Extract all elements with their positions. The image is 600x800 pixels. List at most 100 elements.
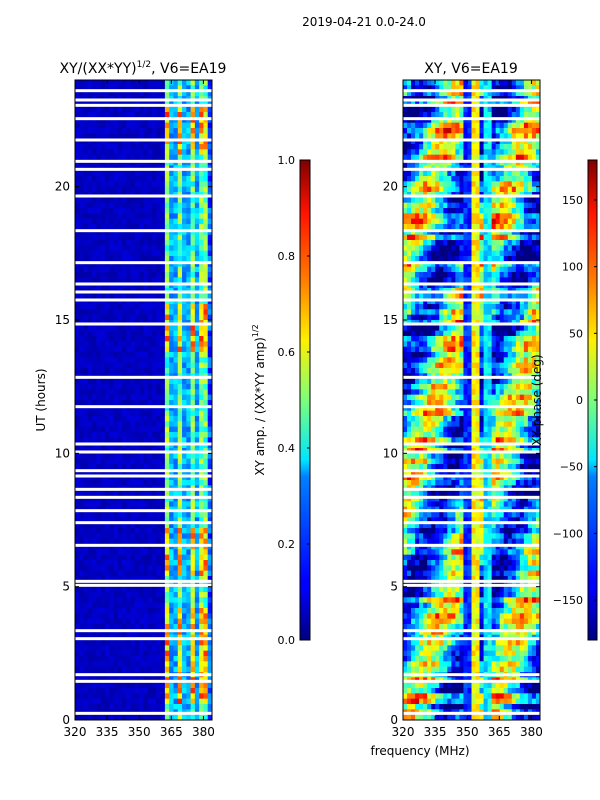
phase-heatmap-cell <box>527 197 533 204</box>
amplitude-heatmap-cell <box>147 362 153 369</box>
amplitude-heatmap-cell <box>203 576 209 582</box>
phase-heatmap-cell <box>459 90 465 97</box>
phase-heatmap-cell <box>487 85 493 92</box>
amplitude-heatmap-cell <box>96 293 102 300</box>
amplitude-heatmap-cell <box>186 293 192 300</box>
amplitude-heatmap-cell <box>130 544 136 550</box>
amplitude-heatmap-cell <box>207 213 212 220</box>
amplitude-heatmap-cell <box>147 250 153 257</box>
amplitude-heatmap-cell <box>203 426 209 433</box>
amplitude-heatmap-cell <box>164 80 170 86</box>
amplitude-heatmap-cell <box>134 613 140 620</box>
amplitude-heatmap-cell <box>182 400 187 406</box>
amplitude-heatmap-cell <box>143 128 149 134</box>
amplitude-heatmap-cell <box>186 645 192 652</box>
amplitude-heatmap-cell <box>156 298 162 305</box>
amplitude-heatmap-cell <box>109 490 115 497</box>
amplitude-heatmap-cell <box>122 538 127 545</box>
amplitude-heatmap-cell <box>126 426 132 433</box>
amplitude-heatmap-cell <box>186 170 192 177</box>
phase-heatmap-cell <box>447 245 452 252</box>
amplitude-heatmap-cell <box>182 613 187 620</box>
amplitude-heatmap-cell <box>109 218 115 225</box>
amplitude-heatmap-cell <box>126 410 132 417</box>
amplitude-heatmap-cell <box>182 421 187 428</box>
phase-heatmap-cell <box>459 128 465 134</box>
phase-heatmap-cell <box>483 117 489 124</box>
amplitude-heatmap-cell <box>199 160 205 166</box>
amplitude-heatmap-cell <box>134 128 140 134</box>
amplitude-heatmap-cell <box>164 336 170 342</box>
amplitude-heatmap-cell <box>100 586 106 593</box>
amplitude-heatmap-cell <box>117 106 123 113</box>
amplitude-heatmap-cell <box>199 368 205 374</box>
amplitude-heatmap-cell <box>96 533 102 540</box>
amplitude-heatmap-cell <box>87 277 93 284</box>
amplitude-heatmap-cell <box>96 144 102 150</box>
amplitude-heatmap-cell <box>109 693 115 700</box>
phase-heatmap-cell <box>483 186 489 193</box>
amplitude-heatmap-cell <box>100 464 106 470</box>
amplitude-heatmap-cell <box>87 394 93 401</box>
amplitude-heatmap-cell <box>156 400 162 406</box>
amplitude-heatmap-cell <box>182 224 187 230</box>
amplitude-heatmap-cell <box>169 480 175 486</box>
amplitude-heatmap-cell <box>152 576 157 582</box>
amplitude-heatmap-cell <box>117 282 123 289</box>
amplitude-heatmap-cell <box>96 714 102 720</box>
amplitude-heatmap-cell <box>182 128 187 134</box>
amplitude-heatmap-cell <box>117 234 123 241</box>
amplitude-heatmap-cell <box>83 149 89 156</box>
amplitude-heatmap-cell <box>122 554 127 561</box>
amplitude-heatmap-cell <box>199 106 205 113</box>
amplitude-heatmap-cell <box>147 293 153 300</box>
phase-heatmap-cell <box>467 229 473 236</box>
phase-heatmap-cell <box>439 186 444 193</box>
amplitude-heatmap-cell <box>100 128 106 134</box>
amplitude-heatmap-cell <box>117 538 123 545</box>
amplitude-heatmap-cell <box>139 341 145 348</box>
amplitude-heatmap-cell <box>109 629 115 636</box>
phase-heatmap-cell <box>459 245 465 252</box>
amplitude-heatmap-cell <box>169 149 175 156</box>
amplitude-heatmap-cell <box>177 133 183 140</box>
amplitude-heatmap-cell <box>199 629 205 636</box>
amplitude-heatmap-cell <box>117 117 123 124</box>
amplitude-heatmap-cell <box>164 666 170 673</box>
amplitude-heatmap-cell <box>113 405 119 412</box>
amplitude-heatmap-cell <box>152 432 157 438</box>
phase-heatmap-cell <box>451 112 456 118</box>
amplitude-heatmap-cell <box>203 330 209 337</box>
phase-heatmap-cell <box>447 149 452 156</box>
phase-heatmap-cell <box>491 106 497 113</box>
amplitude-heatmap-cell <box>194 245 200 252</box>
amplitude-heatmap-cell <box>182 336 187 342</box>
phase-heatmap-cell <box>431 90 436 97</box>
amplitude-colorbar-tick-label: 1.0 <box>278 154 296 167</box>
amplitude-heatmap-cell <box>177 629 183 636</box>
amplitude-heatmap-cell <box>104 394 110 401</box>
amplitude-heatmap-cell <box>83 144 89 150</box>
amplitude-heatmap-cell <box>113 122 119 129</box>
amplitude-heatmap-cell <box>190 197 196 204</box>
phase-heatmap-cell <box>499 112 505 118</box>
amplitude-heatmap-cell <box>156 336 162 342</box>
phase-heatmap-cell <box>479 186 485 193</box>
amplitude-heatmap-cell <box>87 576 93 582</box>
amplitude-colorbar-label: XY amp. / (XX*YY amp)1/2 <box>251 324 267 475</box>
amplitude-heatmap-cell <box>164 629 170 636</box>
amplitude-heatmap-cell <box>87 698 93 705</box>
amplitude-heatmap-cell <box>134 362 140 369</box>
phase-heatmap-cell <box>503 117 509 124</box>
amplitude-heatmap-cell <box>130 325 136 332</box>
amplitude-heatmap-cell <box>92 442 98 449</box>
amplitude-heatmap-cell <box>122 186 127 193</box>
amplitude-heatmap-cell <box>83 405 89 412</box>
amplitude-heatmap-cell <box>152 512 157 518</box>
phase-heatmap-cell <box>523 218 529 225</box>
amplitude-heatmap-cell <box>83 384 89 390</box>
amplitude-heatmap-cell <box>75 346 80 353</box>
amplitude-heatmap-cell <box>109 234 115 241</box>
amplitude-heatmap-cell <box>190 645 196 652</box>
amplitude-heatmap-cell <box>130 565 136 572</box>
